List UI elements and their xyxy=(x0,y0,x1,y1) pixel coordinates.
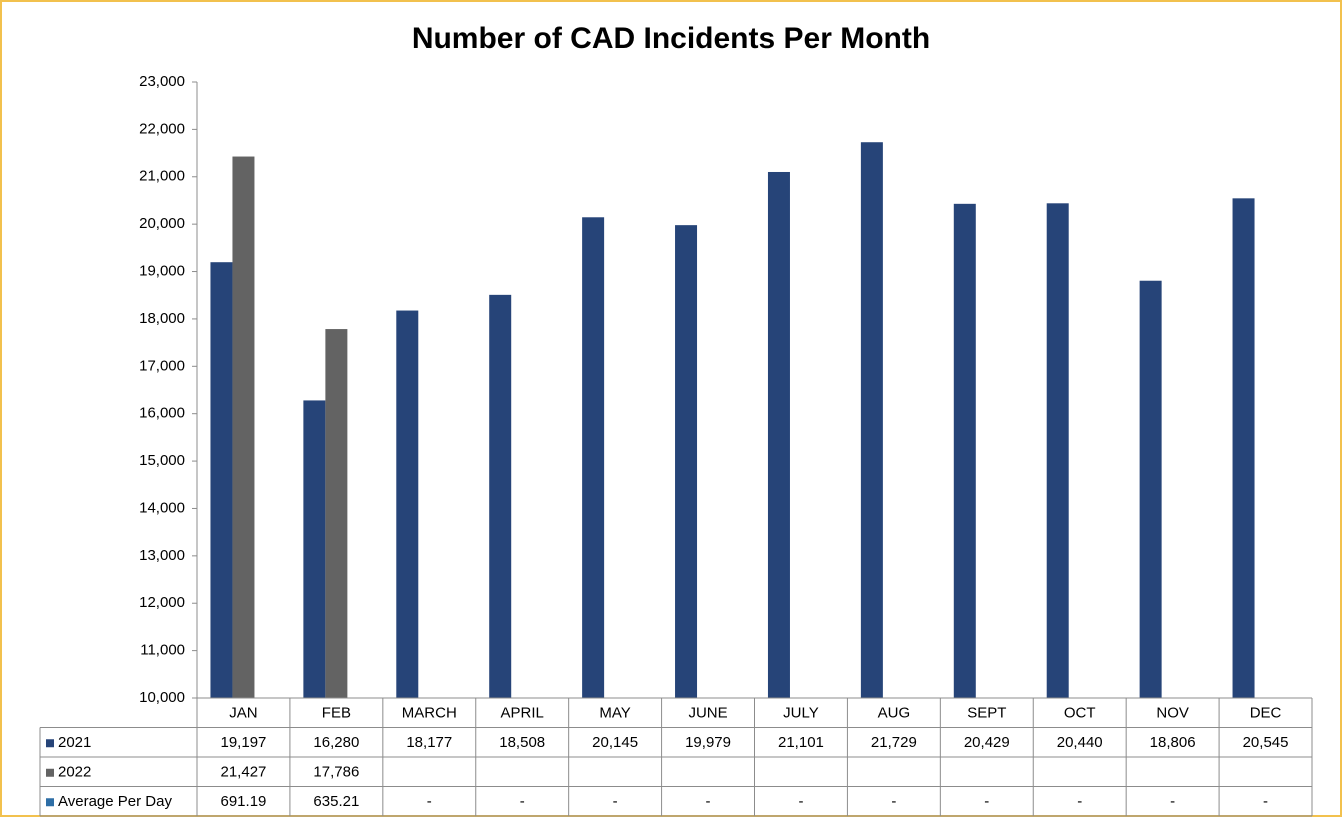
table-value: 20,440 xyxy=(1057,734,1103,751)
table-value: - xyxy=(798,793,803,810)
x-tick-label: SEPT xyxy=(967,705,1006,722)
table-value: - xyxy=(1077,793,1082,810)
y-tick-label: 12,000 xyxy=(139,594,185,611)
x-tick-label: OCT xyxy=(1064,705,1096,722)
table-value: - xyxy=(984,793,989,810)
table-value: - xyxy=(1263,793,1268,810)
legend-label: Average Per Day xyxy=(58,793,172,810)
table-value: - xyxy=(427,793,432,810)
x-tick-label: FEB xyxy=(322,705,351,722)
table-value: 20,429 xyxy=(964,734,1010,751)
bar xyxy=(582,217,605,698)
x-tick-label: MARCH xyxy=(402,705,457,722)
y-tick-label: 23,000 xyxy=(139,73,185,90)
x-tick-label: MAY xyxy=(599,705,630,722)
table-value: 21,427 xyxy=(221,764,267,781)
bar xyxy=(396,310,419,698)
bar xyxy=(1232,198,1255,698)
table-value: - xyxy=(891,793,896,810)
legend-swatch xyxy=(46,798,54,807)
y-tick-label: 13,000 xyxy=(139,547,185,564)
table-value: - xyxy=(613,793,618,810)
y-tick-label: 22,000 xyxy=(139,120,185,137)
bar xyxy=(210,262,233,698)
table-value: 19,197 xyxy=(221,734,267,751)
bar xyxy=(675,225,698,698)
table-value: 691.19 xyxy=(221,793,267,810)
bar xyxy=(325,329,348,698)
table-value: 18,806 xyxy=(1150,734,1196,751)
bar xyxy=(489,294,512,698)
y-tick-label: 16,000 xyxy=(139,405,185,422)
table-value: - xyxy=(706,793,711,810)
x-tick-label: DEC xyxy=(1250,705,1282,722)
x-tick-label: NOV xyxy=(1156,705,1189,722)
y-tick-label: 11,000 xyxy=(140,642,185,659)
y-tick-label: 19,000 xyxy=(139,263,185,280)
table-value: 17,786 xyxy=(313,764,359,781)
legend-label: 2022 xyxy=(58,764,91,781)
y-tick-label: 17,000 xyxy=(139,357,185,374)
bar xyxy=(860,142,883,699)
x-tick-label: JUNE xyxy=(688,705,727,722)
bar xyxy=(1139,280,1162,698)
y-tick-label: 21,000 xyxy=(139,168,185,185)
x-tick-label: AUG xyxy=(878,705,911,722)
table-value: 20,145 xyxy=(592,734,638,751)
y-tick-label: 20,000 xyxy=(139,215,185,232)
table-value: 21,101 xyxy=(778,734,824,751)
table-value: - xyxy=(1170,793,1175,810)
x-tick-label: JULY xyxy=(783,705,819,722)
legend-swatch xyxy=(46,768,54,777)
y-tick-label: 15,000 xyxy=(139,452,185,469)
y-tick-label: 14,000 xyxy=(139,499,185,516)
bar xyxy=(953,203,976,698)
bar xyxy=(303,400,326,698)
bar xyxy=(232,156,255,698)
x-tick-label: APRIL xyxy=(501,705,544,722)
x-tick-label: JAN xyxy=(229,705,257,722)
table-value: 20,545 xyxy=(1243,734,1289,751)
bar xyxy=(1046,203,1069,698)
legend-label: 2021 xyxy=(58,734,91,751)
table-value: 18,508 xyxy=(499,734,545,751)
table-value: 21,729 xyxy=(871,734,917,751)
table-value: 19,979 xyxy=(685,734,731,751)
table-value: 16,280 xyxy=(313,734,359,751)
legend-swatch xyxy=(46,739,54,748)
table-value: 635.21 xyxy=(313,793,359,810)
y-tick-label: 10,000 xyxy=(139,689,185,706)
bar xyxy=(767,171,790,698)
chart-title: Number of CAD Incidents Per Month xyxy=(412,22,930,55)
y-tick-label: 18,000 xyxy=(139,310,185,327)
table-value: 18,177 xyxy=(406,734,452,751)
table-value: - xyxy=(520,793,525,810)
